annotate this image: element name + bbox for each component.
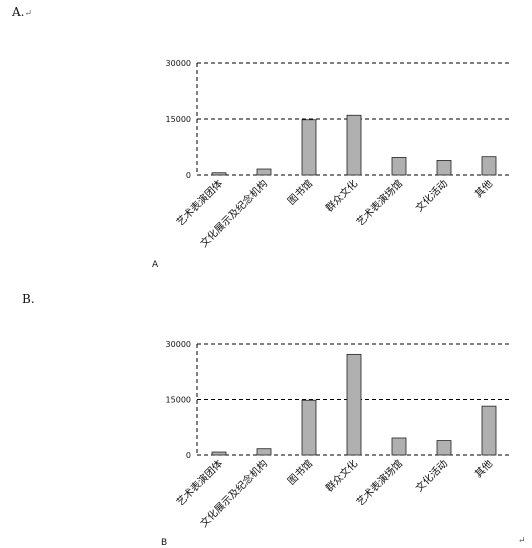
panel-label: A [152,260,159,270]
header-a-return-mark: ↵ [24,9,33,19]
bar [436,160,452,176]
y-tick-label: 15000 [166,115,191,124]
bar [211,172,227,176]
y-tick-label: 30000 [166,59,191,68]
y-tick-label: 0 [186,171,191,180]
x-tick-label: 其他 [472,177,495,200]
x-tick-label: 文化活动 [413,177,450,214]
corner-return-mark: ↵ [518,536,526,546]
bar [301,119,317,176]
x-tick-label: 图书馆 [285,177,315,207]
bar [481,156,497,176]
x-tick-label: 艺术表演团体 [174,177,226,229]
header-b: B. [22,292,35,306]
header-a: A.↵ [12,5,32,19]
bar [391,157,407,176]
header-a-text: A. [12,5,25,19]
x-tick-label: 群众文化 [323,177,360,214]
x-tick-label: 艺术表演场馆 [354,177,406,229]
bar [346,114,362,176]
bar [256,168,272,176]
